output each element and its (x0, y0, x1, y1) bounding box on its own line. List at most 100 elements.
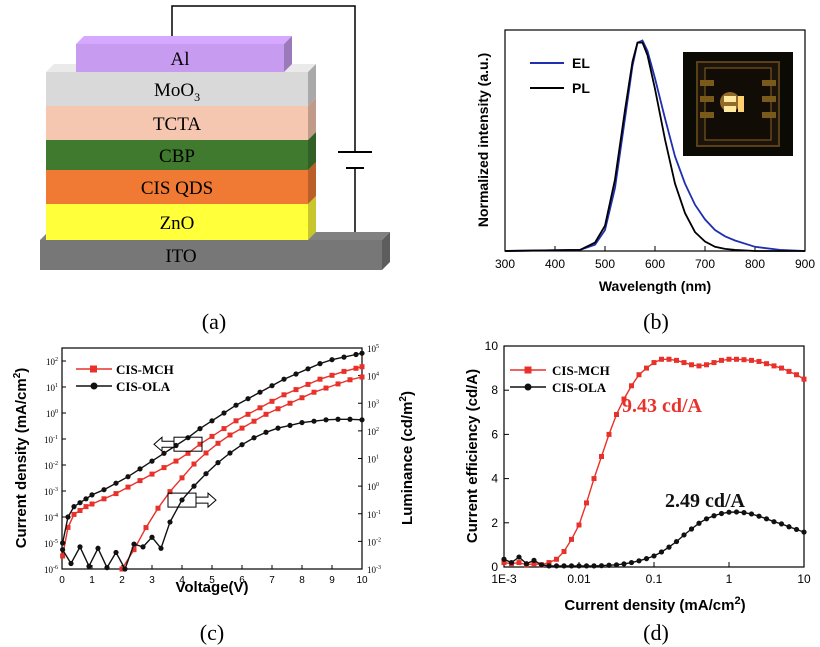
series-cis-ola-efficiency-point (598, 563, 605, 569)
chart-c-ytick-label: 10-3 (44, 487, 58, 497)
series-cis-ola-current-point (113, 480, 119, 486)
panel-label-c: (c) (200, 620, 224, 645)
chart-d-xtick-label: 0.1 (646, 572, 663, 586)
series-cis-ola-efficiency-point (628, 559, 635, 566)
series-cis-mch-current-point (209, 433, 215, 439)
series-cis-mch-efficiency-point (501, 560, 507, 566)
layer-cbp-side (308, 132, 316, 170)
series-cis-mch-efficiency-point (554, 556, 559, 562)
series-cis-ola-luminance-point (215, 460, 221, 466)
series-cis-mch-efficiency-line (503, 358, 805, 566)
chart-c-ytick-label: 100 (46, 409, 58, 419)
series-cis-ola-efficiency-point (711, 513, 717, 519)
series-cis-mch-efficiency-point (756, 358, 762, 364)
chart-c-ytick-label: 10-4 (44, 513, 58, 523)
series-cis-mch-luminance-point (311, 389, 317, 395)
series-cis-mch-efficiency-point (516, 560, 522, 566)
series-cis-ola-efficiency-point (793, 526, 800, 533)
jvl-chart: 0 1 2 3 4 5 6 7 8 9 10 10-6 10-5 10-4 10-3 10-2 10-1 100 1… (12, 344, 416, 596)
series-cis-mch-luminance-point (299, 395, 305, 401)
series-cis-ola-luminance-line (62, 418, 363, 571)
series-cis-ola-luminance-point (203, 471, 209, 477)
layer-moo-front (46, 72, 308, 106)
layer-cis-qds-front (46, 170, 308, 204)
legend-label-cis-ola: CIS-OLA (116, 379, 171, 394)
series-cis-mch-efficiency-point (636, 372, 642, 378)
series-cis-ola-luminance-point (131, 541, 137, 547)
chart-b-ylabel: Normalized intensity (a.u.) (475, 53, 491, 227)
series-cis-ola-efficiency-point (786, 524, 792, 530)
chart-d-xlabel: Current density (mA/cm2) (564, 595, 745, 614)
series-cis-mch-current-point (125, 484, 131, 490)
chart-c-y2tick-label: 103 (367, 399, 379, 409)
series-cis-ola-current-point (245, 396, 251, 402)
layer-cbp-label: CBP (159, 146, 195, 167)
series-cis-ola-current-point (359, 350, 365, 356)
series-cis-ola-luminance-point (227, 450, 233, 456)
layer-zno-label: ZnO (160, 213, 195, 234)
layer-al-side (284, 36, 292, 72)
legend-marker-cis-mch-d (524, 366, 532, 374)
series-cis-mch-current-point (71, 511, 77, 517)
series-cis-mch-current-point (269, 398, 275, 404)
series-cis-ola-luminance-point (263, 429, 269, 435)
series-cis-mch-current-point (60, 553, 66, 559)
series-cis-ola-efficiency-point (621, 561, 627, 567)
series-cis-mch-current-line (61, 366, 363, 557)
chart-b-xtick-label: 900 (795, 257, 815, 271)
series-cis-mch-efficiency-point (711, 360, 717, 366)
series-cis-mch-current-point (83, 504, 89, 510)
layer-tcta-side (308, 98, 316, 140)
series-cis-ola-efficiency-point (561, 563, 567, 569)
chart-d-xtick-label: 0.01 (567, 572, 591, 586)
series-cis-ola-luminance-point (287, 422, 293, 428)
series-cis-ola-efficiency-point (651, 553, 657, 559)
series-cis-ola-current-point (269, 383, 275, 389)
series-cis-ola-luminance-point (275, 425, 281, 431)
layer-al-front (76, 44, 284, 72)
series-cis-mch-current-point (65, 524, 71, 530)
series-cis-mch-efficiency-point (786, 368, 792, 374)
series-cis-mch-efficiency-point (674, 357, 679, 363)
legend-label-pl: PL (572, 80, 590, 96)
series-cis-ola-efficiency-point (516, 554, 522, 560)
series-cis-ola-efficiency-point (501, 556, 507, 562)
series-cis-mch-current-point (293, 387, 299, 393)
chart-c-xtick-label: 3 (149, 575, 155, 586)
series-cis-ola-current-point (137, 466, 143, 472)
layer-cis-qds-side (308, 162, 316, 204)
series-cis-mch-efficiency-point (591, 476, 597, 482)
series-cis-mch-luminance-point (155, 505, 161, 511)
chart-c-xtick-label: 4 (179, 575, 185, 586)
chart-c-ytick-label: 10-6 (44, 565, 58, 575)
chart-c-ytick-label: 10-2 (44, 461, 58, 471)
legend-label-cis-mch-d: CIS-MCH (552, 363, 610, 378)
chart-c-xtick-label: 9 (329, 575, 335, 586)
chart-c-y2tick-label: 105 (367, 344, 379, 354)
series-cis-ola-efficiency-point (553, 563, 560, 569)
series-cis-mch-luminance-point (347, 377, 353, 383)
layer-al: Al (76, 36, 292, 72)
series-cis-ola-efficiency-point (658, 549, 665, 555)
series-cis-ola-efficiency-point (771, 519, 777, 525)
series-cis-mch-luminance-point (227, 432, 233, 438)
chart-c-y2tick-label: 10-1 (367, 510, 381, 520)
chart-c-ytick-label: 10-1 (44, 435, 58, 445)
layer-moo-label: MoO3 (154, 80, 200, 104)
chart-d-ytick-label: 10 (485, 339, 499, 353)
series-cis-ola-luminance-point (122, 566, 128, 572)
series-cis-ola-luminance-point (77, 544, 83, 550)
series-cis-mch-efficiency-point (621, 396, 627, 402)
series-cis-mch-efficiency-point (546, 560, 552, 566)
series-cis-ola-luminance-point (347, 416, 353, 422)
series-cis-ola-efficiency-point (568, 563, 575, 569)
series-cis-ola-efficiency-point (801, 529, 807, 535)
series-cis-ola-current-point (197, 426, 203, 432)
series-cis-mch-current-point (305, 381, 311, 387)
series-cis-ola-efficiency-point (576, 563, 582, 569)
chart-c-xtick-label: 0 (59, 575, 65, 586)
series-cis-ola-luminance-point (335, 416, 341, 422)
chart-c-y2tick-label: 100 (367, 482, 379, 492)
layer-ito-side (382, 232, 390, 270)
